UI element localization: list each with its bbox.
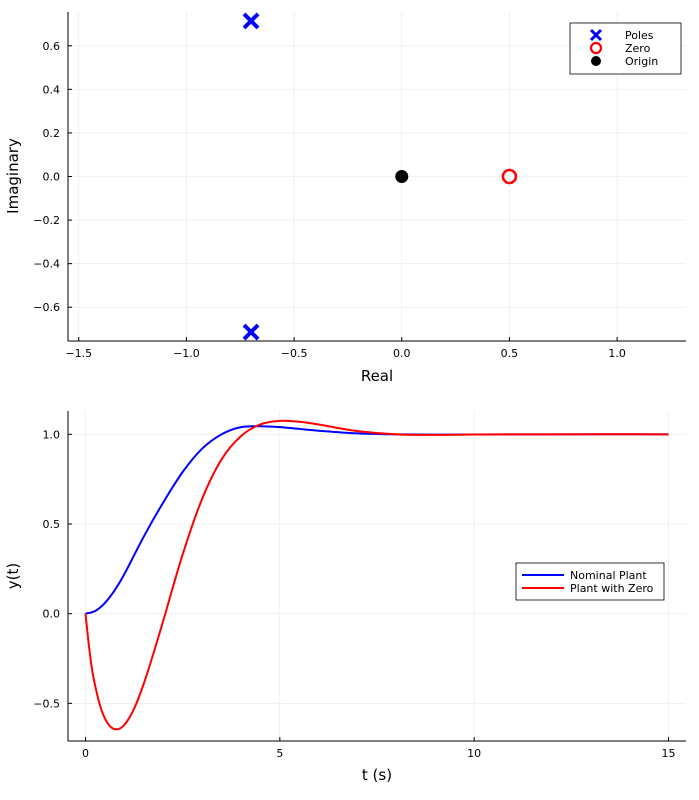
x-tick-label: −1.5 — [65, 347, 92, 360]
y-tick-label: −0.5 — [33, 697, 60, 710]
x-tick-label: 10 — [467, 747, 481, 760]
legend-label: Origin — [625, 55, 658, 68]
x-tick-label: −1.0 — [173, 347, 200, 360]
y-tick-label: 0.0 — [43, 171, 61, 184]
y-tick-label: 0.4 — [43, 83, 61, 96]
legend-origin-marker — [591, 56, 601, 66]
y-axis-label: y(t) — [4, 563, 22, 589]
legend-box — [515, 562, 665, 601]
pole-zero-plot: −1.5 −1.0 −0.5 0.0 0.5 1.0 −0.6 −0.4 −0.2 0.0 0.2 0… — [4, 12, 686, 385]
pole-marker — [242, 12, 260, 30]
y-tick-label: 0.2 — [43, 127, 61, 140]
zero-marker — [501, 168, 518, 185]
legend-label: Poles — [625, 29, 654, 42]
legend-box — [569, 22, 682, 75]
legend-pole-marker — [589, 28, 603, 42]
legend-label: Plant with Zero — [570, 582, 654, 595]
step-response-plot: 0 5 10 15 −0.5 0.0 0.5 1.0 t (s) y(t) Nominal Plan… — [4, 411, 686, 784]
x-tick-label: 0.0 — [393, 347, 411, 360]
x-tick-label: 0 — [82, 747, 89, 760]
x-axis-label: t (s) — [362, 766, 392, 784]
y-tick-label: 0.6 — [43, 40, 61, 53]
legend-label: Zero — [625, 42, 651, 55]
y-tick-label: −0.2 — [33, 214, 60, 227]
y-axis-label: Imaginary — [4, 138, 22, 214]
origin-marker — [395, 170, 409, 183]
y-tick-label: 0.5 — [43, 518, 61, 531]
x-tick-label: 5 — [276, 747, 283, 760]
y-tick-label: −0.6 — [33, 301, 60, 314]
y-tick-label: −0.4 — [33, 258, 60, 271]
x-tick-label: 0.5 — [501, 347, 519, 360]
y-tick-label: 0.0 — [43, 608, 61, 621]
y-tick-label: 1.0 — [43, 428, 61, 441]
x-tick-label: −0.5 — [281, 347, 308, 360]
x-tick-label: 15 — [662, 747, 676, 760]
pole-marker — [242, 323, 260, 341]
series-line-plant-with-zero — [84, 419, 669, 731]
legend-label: Nominal Plant — [570, 569, 647, 582]
legend-zero-marker — [589, 41, 603, 55]
x-tick-label: 1.0 — [608, 347, 626, 360]
x-axis-label: Real — [361, 367, 393, 385]
